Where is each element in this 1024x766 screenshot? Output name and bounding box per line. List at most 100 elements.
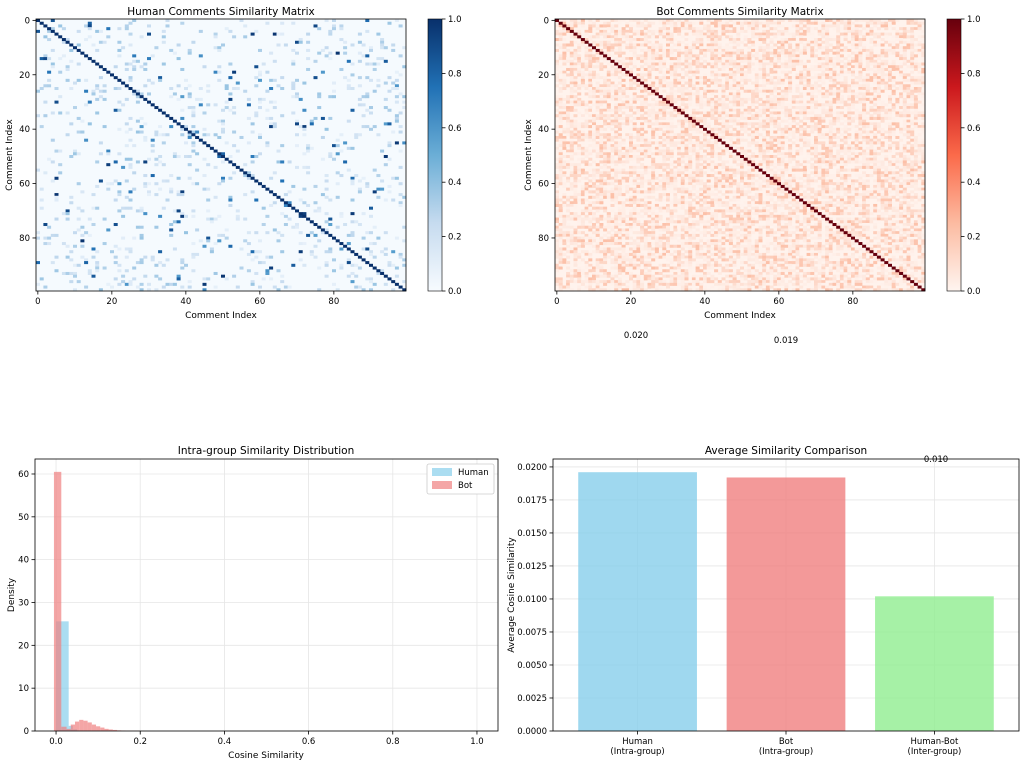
bot-heatmap-cell — [899, 84, 904, 88]
human-heatmap-cell — [176, 97, 181, 101]
human-heatmap-cell — [117, 152, 122, 156]
bot-heatmap-cell — [584, 285, 589, 289]
bot-heatmap-cell — [725, 27, 730, 31]
bot-heatmap-cell — [558, 236, 563, 240]
bot-heatmap-cell — [595, 73, 600, 77]
human-heatmap-cell — [357, 40, 362, 44]
bot-heatmap-cell — [632, 242, 637, 246]
bot-heatmap-cell — [636, 231, 641, 235]
human-heatmap-cell — [87, 217, 92, 221]
bot-heatmap-cell — [640, 163, 645, 167]
human-heatmap-cell — [213, 103, 218, 107]
bot-heatmap-cell — [595, 198, 600, 202]
bot-heatmap-cell — [588, 209, 593, 213]
bot-heatmap-cell — [562, 263, 567, 267]
human-heatmap-cell — [36, 236, 40, 240]
human-heatmap-cell — [402, 46, 407, 50]
bot-heatmap-cell — [828, 57, 833, 61]
bot-heatmap-cell — [862, 76, 867, 80]
human-heatmap-diagonal-cell — [150, 103, 155, 107]
bot-heatmap-cell — [610, 195, 615, 199]
bot-heatmap-cell — [614, 217, 619, 221]
bot-heatmap-cell — [825, 40, 830, 44]
human-heatmap-cell — [47, 242, 52, 246]
bot-heatmap-cell — [555, 149, 559, 153]
bot-heatmap-cell — [765, 95, 770, 99]
bot-heatmap-cell — [699, 81, 704, 85]
human-heatmap-cell — [369, 277, 373, 281]
bot-heatmap-cell — [588, 65, 593, 69]
bot-heatmap-cell — [621, 59, 626, 63]
human-heatmap-cell — [124, 24, 129, 28]
bot-heatmap-cell — [599, 141, 604, 145]
human-heatmap-cell — [106, 149, 111, 153]
human-heatmap-cell — [106, 282, 111, 286]
bot-heatmap-cell — [632, 258, 637, 262]
human-heatmap-cell — [135, 100, 140, 104]
bot-heatmap-title: Bot Comments Similarity Matrix — [656, 6, 823, 18]
bot-heatmap-cell — [680, 51, 685, 55]
bot-heatmap-cell — [588, 190, 593, 194]
human-heatmap-cell — [250, 130, 255, 134]
human-heatmap-cell — [206, 84, 211, 88]
bot-heatmap-cell — [577, 152, 582, 156]
bot-heatmap-cell — [569, 21, 574, 25]
bot-heatmap-cell — [917, 24, 922, 28]
human-heatmap-cell — [235, 87, 240, 91]
human-heatmap-cell — [272, 171, 277, 175]
bot-heatmap-cell — [562, 184, 567, 188]
bot-heatmap-cell — [765, 35, 770, 39]
bot-heatmap-cell — [658, 67, 663, 71]
human-heatmap-cell — [246, 176, 251, 180]
bot-heatmap-cell — [647, 244, 652, 248]
bot-heatmap-cell — [666, 193, 670, 197]
human-heatmap-diagonal-cell — [87, 57, 92, 61]
human-heatmap-cell — [124, 195, 129, 199]
bot-heatmap-cell — [621, 269, 626, 273]
bot-heatmap-cell — [910, 43, 915, 47]
bot-heatmap-cell — [617, 209, 622, 213]
bot-heatmap-cell — [754, 87, 759, 91]
bot-heatmap-cell — [562, 179, 567, 183]
bot-heatmap-cell — [839, 100, 844, 104]
bot-heatmap-cell — [625, 252, 630, 256]
bot-heatmap-cell — [610, 223, 615, 227]
bot-heatmap-cell — [721, 84, 726, 88]
bot-heatmap-cell — [747, 65, 752, 69]
bot-heatmap-cell — [562, 214, 567, 218]
bot-heatmap-cell — [573, 35, 578, 39]
bot-heatmap-cell — [658, 217, 663, 221]
human-heatmap-title: Human Comments Similarity Matrix — [127, 6, 315, 18]
bot-heatmap-cell — [566, 239, 571, 243]
bot-heatmap-cell — [725, 65, 730, 69]
bot-heatmap-cell — [651, 122, 656, 126]
human-heatmap-cell — [317, 288, 322, 292]
bot-heatmap-cell — [773, 59, 778, 63]
bot-heatmap-cell — [684, 103, 689, 107]
bot-heatmap-cell — [573, 212, 578, 216]
human-heatmap-cell — [80, 225, 85, 229]
human-heatmap-cell — [184, 155, 188, 159]
human-heatmap-cell — [54, 255, 59, 259]
human-heatmap-diagonal-cell — [102, 67, 107, 71]
bot-heatmap-cells — [555, 19, 926, 292]
bot-heatmap-cell — [603, 116, 608, 120]
bot-heatmap-cell — [617, 206, 622, 210]
human-heatmap-diagonal-cell — [320, 228, 325, 232]
bot-heatmap-cell — [603, 29, 608, 33]
human-heatmap-cell — [280, 250, 285, 254]
bot-heatmap-cell — [891, 35, 896, 39]
bot-heatmap-cell — [714, 21, 719, 25]
bot-heatmap-cell — [562, 174, 567, 178]
bot-heatmap-cell — [651, 141, 656, 145]
human-heatmap-cell — [369, 78, 373, 82]
bot-heatmap-cell — [595, 225, 600, 229]
bot-heatmap-cell — [865, 92, 870, 96]
bot-heatmap-cell — [606, 125, 611, 129]
bot-heatmap-cell — [743, 78, 748, 82]
bot-heatmap-cell — [758, 46, 763, 50]
bot-heatmap-cell — [747, 46, 752, 50]
bot-heatmap-cell — [647, 201, 652, 205]
bot-heatmap-cell — [851, 97, 855, 101]
bot-heatmap-cell — [869, 40, 874, 44]
